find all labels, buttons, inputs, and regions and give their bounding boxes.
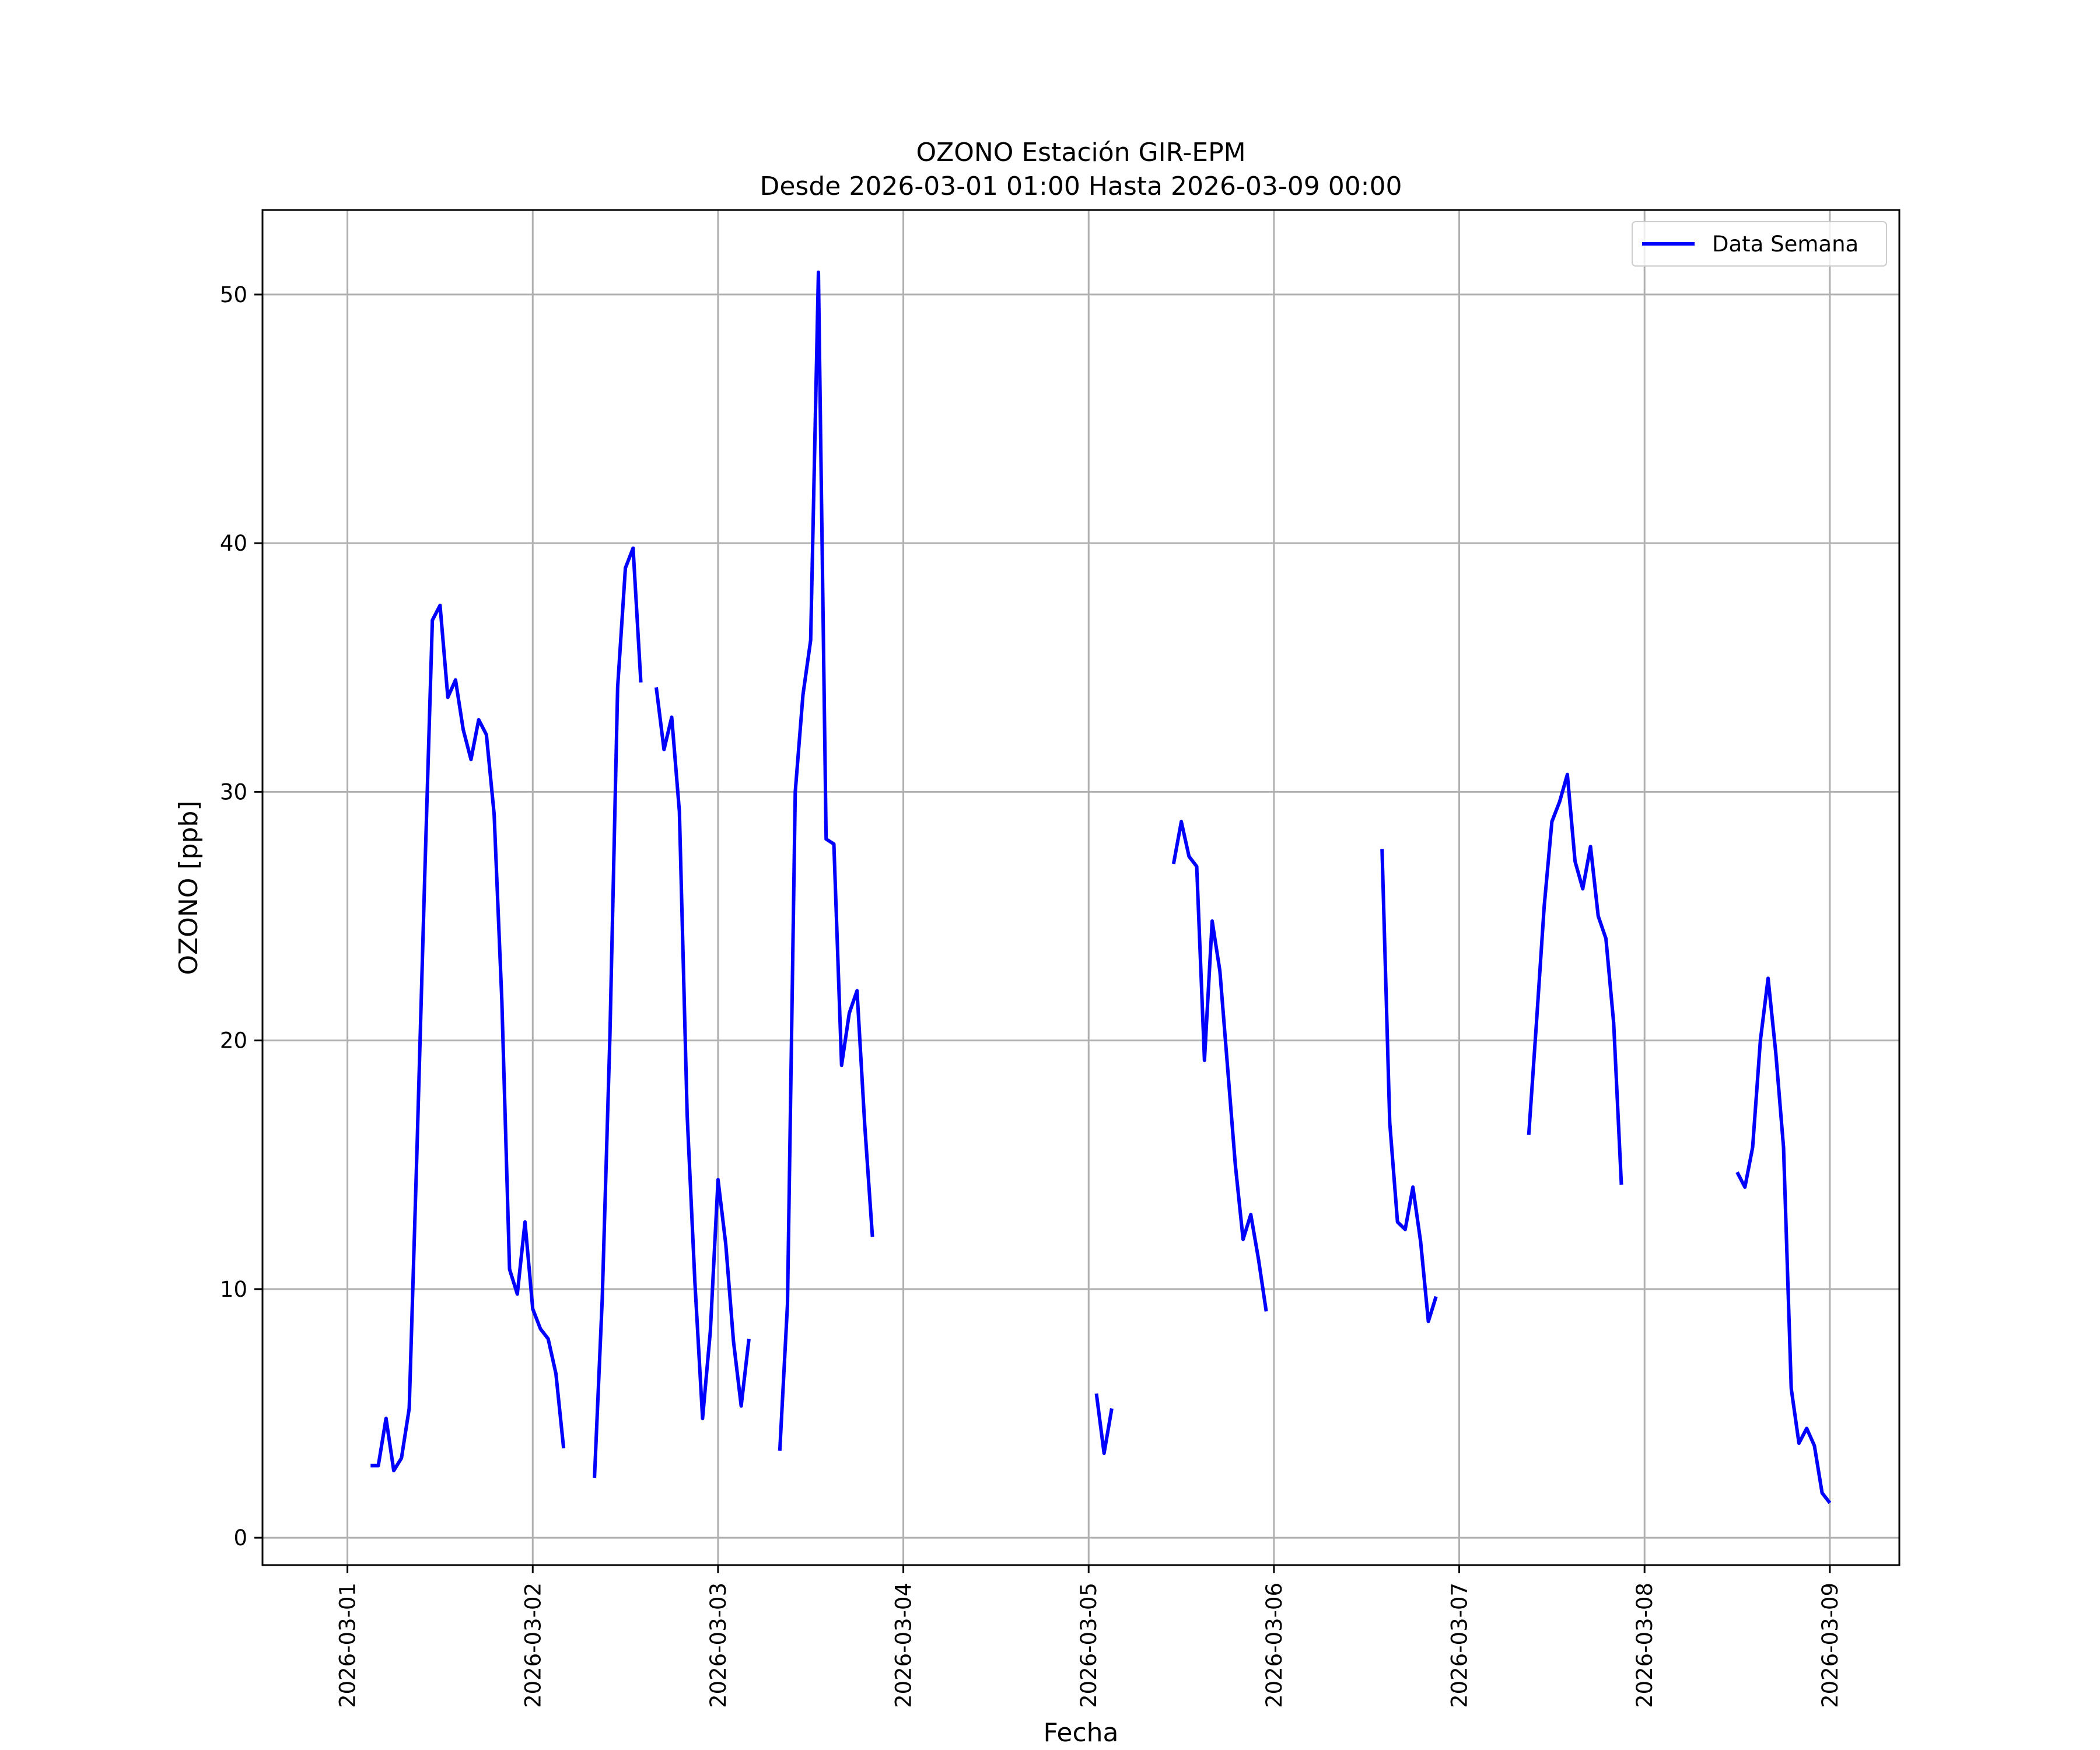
series-line-segment xyxy=(1380,849,1438,1324)
plot-frame xyxy=(261,209,1901,1566)
y-axis-label-group: OZONO [ppb] xyxy=(174,800,204,975)
chart-title: OZONO Estación GIR-EPM xyxy=(916,138,1245,167)
series-line-segment xyxy=(1171,820,1268,1312)
x-tick-label: 2026-03-03 xyxy=(706,1583,731,1708)
x-tick-label: 2026-03-07 xyxy=(1447,1583,1472,1708)
x-tick-label: 2026-03-01 xyxy=(335,1583,360,1708)
grid-lines xyxy=(262,210,1899,1565)
series-line-segment xyxy=(1527,772,1623,1185)
x-tick-label: 2026-03-02 xyxy=(520,1583,545,1708)
x-tick-label: 2026-03-09 xyxy=(1818,1583,1843,1708)
y-tick-label: 40 xyxy=(220,531,247,556)
y-tick-label: 50 xyxy=(220,282,247,307)
y-tick-label: 0 xyxy=(233,1525,247,1550)
x-axis-label: Fecha xyxy=(1043,1718,1118,1748)
x-tick-label: 2026-03-06 xyxy=(1262,1583,1287,1708)
legend: Data Semana xyxy=(1632,221,1887,267)
series-line-segment xyxy=(593,546,643,1478)
series-line-segment xyxy=(654,687,751,1420)
y-tick-label: 10 xyxy=(220,1277,247,1302)
series-line-segment xyxy=(778,270,874,1451)
series-line-segment xyxy=(370,603,566,1472)
y-axis-label: OZONO [ppb] xyxy=(174,800,204,975)
axis-ticks: 0 10 20 30 40 50 2026-03-01 2026-03-02 2026-03-0… xyxy=(220,282,1843,1708)
series-line-segment xyxy=(1094,1393,1114,1455)
y-tick-label: 30 xyxy=(220,779,247,804)
legend-box xyxy=(1632,221,1887,267)
x-tick-label: 2026-03-08 xyxy=(1632,1583,1657,1708)
x-tick-label: 2026-03-04 xyxy=(891,1583,916,1708)
x-tick-label: 2026-03-05 xyxy=(1076,1583,1101,1708)
series-lines xyxy=(370,270,1832,1504)
legend-label: Data Semana xyxy=(1712,232,1859,257)
series-line-segment xyxy=(1735,977,1832,1504)
chart-subtitle: Desde 2026-03-01 01:00 Hasta 2026-03-09 … xyxy=(760,172,1402,201)
y-tick-label: 20 xyxy=(220,1028,247,1054)
